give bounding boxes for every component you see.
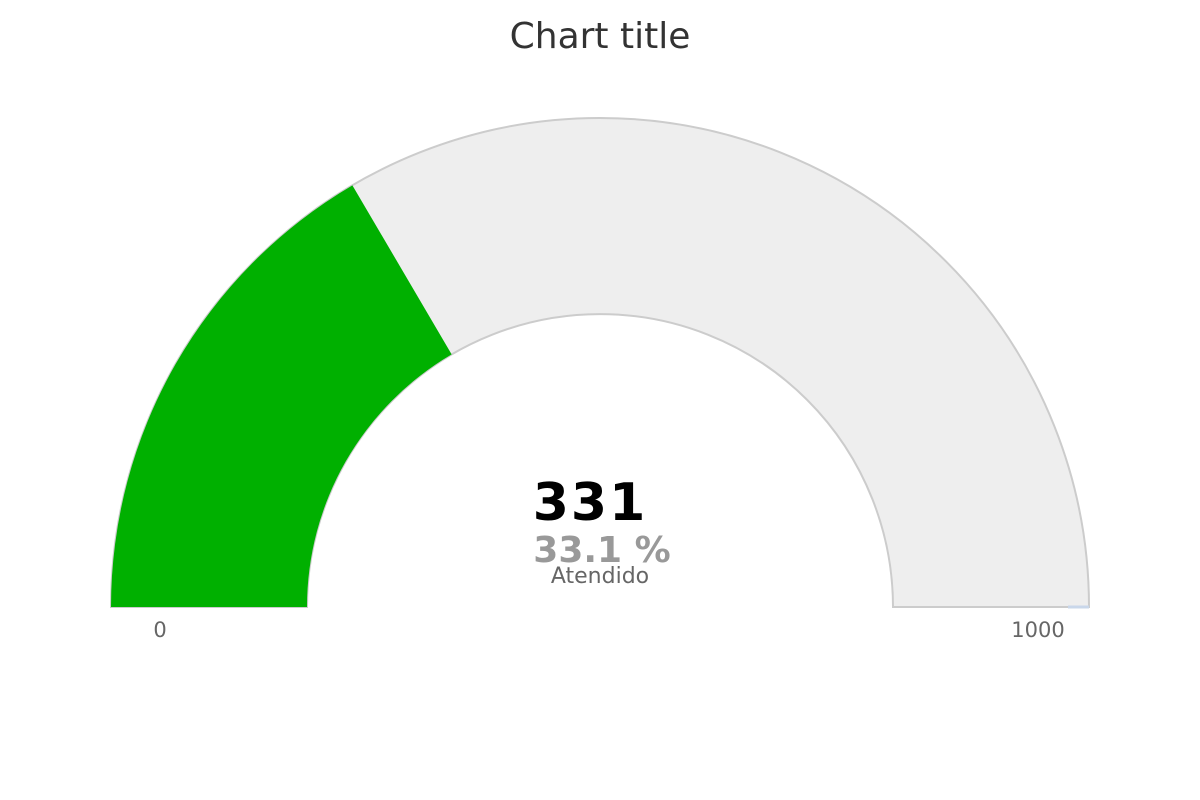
chart-title: Chart title (510, 16, 691, 57)
gauge-max-label: 1000 (1011, 618, 1064, 642)
gauge-min-label: 0 (153, 618, 166, 642)
gauge-series-label: Atendido (551, 564, 649, 589)
gauge-value-arc[interactable] (111, 185, 452, 608)
gauge-percent-label: 33.1 % (533, 530, 670, 571)
gauge-value-label: 331 (533, 473, 648, 533)
